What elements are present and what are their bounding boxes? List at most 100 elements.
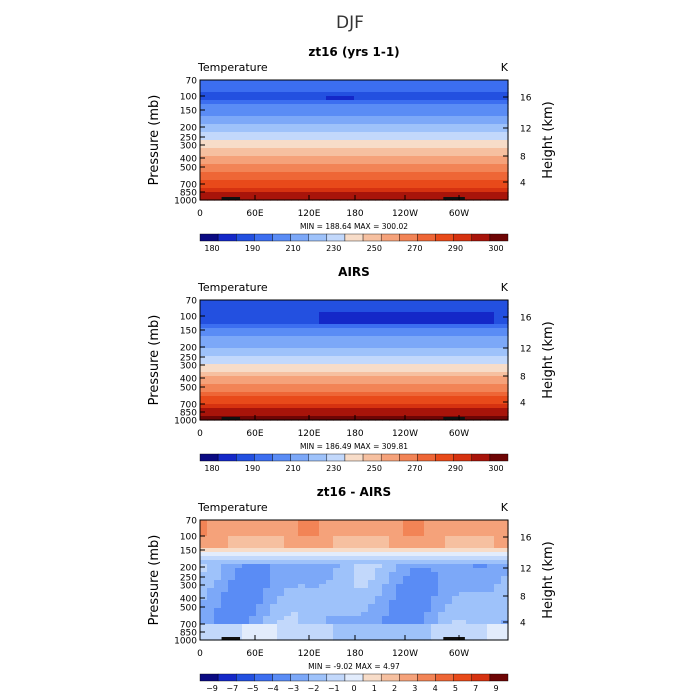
heatmap-cell [242, 560, 250, 565]
heatmap-cell [375, 328, 383, 333]
heatmap-cell [410, 364, 418, 369]
heatmap-cell [452, 316, 460, 321]
heatmap-cell [249, 604, 257, 609]
heatmap-cell [228, 612, 236, 617]
heatmap-cell [445, 524, 453, 529]
heatmap-cell [228, 576, 236, 581]
heatmap-cell [452, 408, 460, 413]
heatmap-cell [200, 148, 208, 153]
topography [443, 197, 465, 200]
heatmap-cell [277, 608, 285, 613]
heatmap-cell [417, 540, 425, 545]
heatmap-cell [375, 88, 383, 93]
heatmap-cell [326, 188, 334, 193]
colorbar-swatch [489, 453, 509, 462]
heatmap-cell [291, 96, 299, 101]
heatmap-cell [466, 120, 474, 125]
heatmap-cell [221, 604, 229, 609]
heatmap-cell [228, 552, 236, 557]
heatmap-cell [298, 568, 306, 573]
heatmap-cell [235, 544, 243, 549]
heatmap-cell [424, 112, 432, 117]
heatmap-cell [459, 128, 467, 133]
heatmap-cell [480, 108, 488, 113]
heatmap-cell [473, 112, 481, 117]
heatmap-cell [221, 300, 229, 305]
heatmap-cell [431, 188, 439, 193]
heatmap-cell [221, 304, 229, 309]
heatmap-cell [480, 312, 488, 317]
heatmap-cell [452, 176, 460, 181]
heatmap-cell [347, 140, 355, 145]
heatmap-cell [459, 532, 467, 537]
heatmap-cell [480, 608, 488, 613]
heatmap-cell [375, 140, 383, 145]
heatmap-cell [424, 172, 432, 177]
heatmap-cell [459, 364, 467, 369]
heatmap-cell [452, 568, 460, 573]
heatmap-cell [207, 552, 215, 557]
heatmap-cell [417, 396, 425, 401]
heatmap-cell [445, 568, 453, 573]
heatmap-cell [277, 188, 285, 193]
heatmap-cell [466, 584, 474, 589]
heatmap-cell [382, 124, 390, 129]
heatmap-cell [459, 412, 467, 417]
heatmap-cell [410, 304, 418, 309]
heatmap-cell [445, 544, 453, 549]
heatmap-cell [256, 312, 264, 317]
heatmap-cell [263, 116, 271, 121]
heatmap-cell [410, 608, 418, 613]
heatmap-cell [501, 588, 509, 593]
heatmap-cell [256, 376, 264, 381]
heatmap-cell [354, 168, 362, 173]
heatmap-cell [354, 596, 362, 601]
heatmap-cell [221, 108, 229, 113]
heatmap-cell [480, 564, 488, 569]
heatmap-cell [431, 128, 439, 133]
heatmap-cell [347, 404, 355, 409]
heatmap-cell [333, 104, 341, 109]
heatmap-cell [333, 196, 341, 201]
heatmap-cell [249, 384, 257, 389]
heatmap-cell [396, 128, 404, 133]
heatmap-cell [487, 536, 495, 541]
heatmap-cell [368, 192, 376, 197]
heatmap-cell [200, 600, 208, 605]
heatmap-cell [312, 120, 320, 125]
heatmap-cell [487, 172, 495, 177]
heatmap-cell [375, 540, 383, 545]
heatmap-cell [319, 352, 327, 357]
heatmap-cell [256, 620, 264, 625]
heatmap-cell [235, 164, 243, 169]
heatmap-cell [501, 356, 509, 361]
heatmap-cell [214, 612, 222, 617]
heatmap-cell [417, 96, 425, 101]
heatmap-cell [473, 596, 481, 601]
heatmap-cell [368, 188, 376, 193]
heatmap-cell [452, 620, 460, 625]
heatmap-cell [459, 120, 467, 125]
heatmap-cell [410, 528, 418, 533]
heatmap-cell [445, 368, 453, 373]
heatmap-cell [431, 568, 439, 573]
heatmap-cell [410, 592, 418, 597]
heatmap-cell [473, 320, 481, 325]
heatmap-cell [298, 388, 306, 393]
heatmap-cell [214, 540, 222, 545]
heatmap-cell [214, 336, 222, 341]
heatmap-cell [466, 168, 474, 173]
heatmap-cell [403, 400, 411, 405]
heatmap-cell [410, 88, 418, 93]
heatmap-cell [438, 412, 446, 417]
heatmap-cell [249, 348, 257, 353]
heatmap-cell [368, 172, 376, 177]
heatmap-cell [228, 548, 236, 553]
heatmap-cell [466, 372, 474, 377]
heatmap-cell [361, 140, 369, 145]
heatmap-cell [242, 168, 250, 173]
heatmap-cell [305, 136, 313, 141]
heatmap-cell [207, 344, 215, 349]
heatmap-cell [368, 160, 376, 165]
heatmap-cell [417, 112, 425, 117]
